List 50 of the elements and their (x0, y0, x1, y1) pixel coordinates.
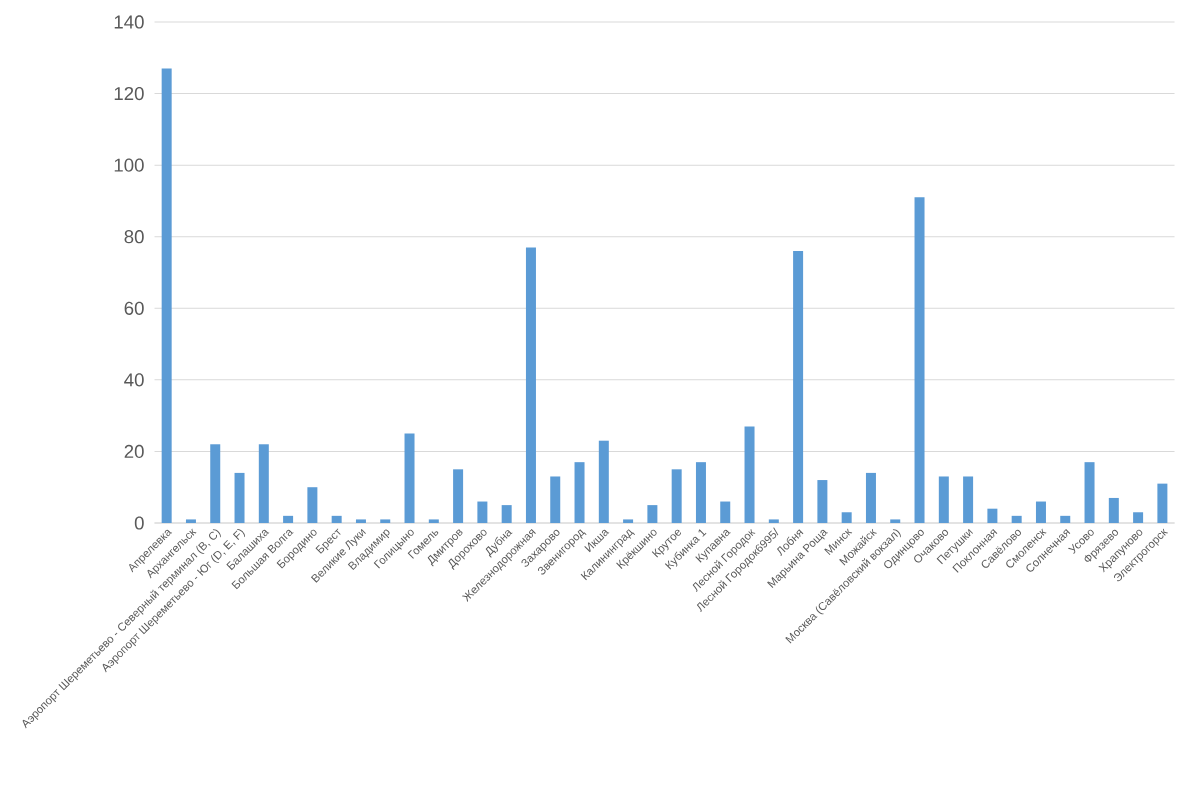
bar (598, 440, 609, 523)
bar (234, 472, 245, 523)
bar (453, 469, 464, 523)
bar (793, 251, 804, 523)
bar (283, 515, 294, 523)
bar (574, 462, 585, 523)
bar (914, 197, 925, 523)
bar (671, 469, 682, 523)
bar (307, 487, 318, 523)
bar (720, 501, 731, 523)
y-tick-label: 120 (114, 86, 144, 101)
bar (550, 476, 561, 523)
bar (987, 508, 998, 523)
y-tick-label: 100 (114, 158, 144, 172)
bar (744, 426, 755, 523)
bar (623, 519, 634, 523)
bar (817, 480, 828, 523)
bar (428, 519, 439, 523)
bar (963, 476, 974, 523)
y-tick-label: 40 (124, 373, 144, 387)
bar (161, 68, 172, 523)
bar (695, 462, 706, 523)
bar (1035, 501, 1046, 523)
bar (185, 519, 196, 523)
bar (865, 472, 876, 523)
bar (768, 519, 779, 523)
bar (477, 501, 488, 523)
bar (890, 519, 901, 523)
bar (1157, 483, 1168, 523)
bar (841, 512, 852, 523)
y-tick-label: 60 (124, 301, 144, 315)
bar (355, 519, 366, 523)
bar (1108, 497, 1119, 523)
bar (380, 519, 391, 523)
bar (258, 444, 269, 523)
bar (1133, 512, 1144, 523)
bar (501, 505, 512, 523)
bar (404, 433, 415, 523)
bar (1011, 515, 1022, 523)
y-tick-label: 80 (124, 230, 144, 244)
bar (525, 247, 536, 523)
bar (1060, 515, 1071, 523)
y-tick-label: 0 (134, 516, 144, 530)
bar (331, 515, 342, 523)
bar (938, 476, 949, 523)
y-tick-label: 140 (114, 15, 144, 29)
bar (210, 444, 221, 523)
bar (647, 505, 658, 523)
y-tick-label: 20 (124, 444, 144, 459)
bar (1084, 462, 1095, 523)
